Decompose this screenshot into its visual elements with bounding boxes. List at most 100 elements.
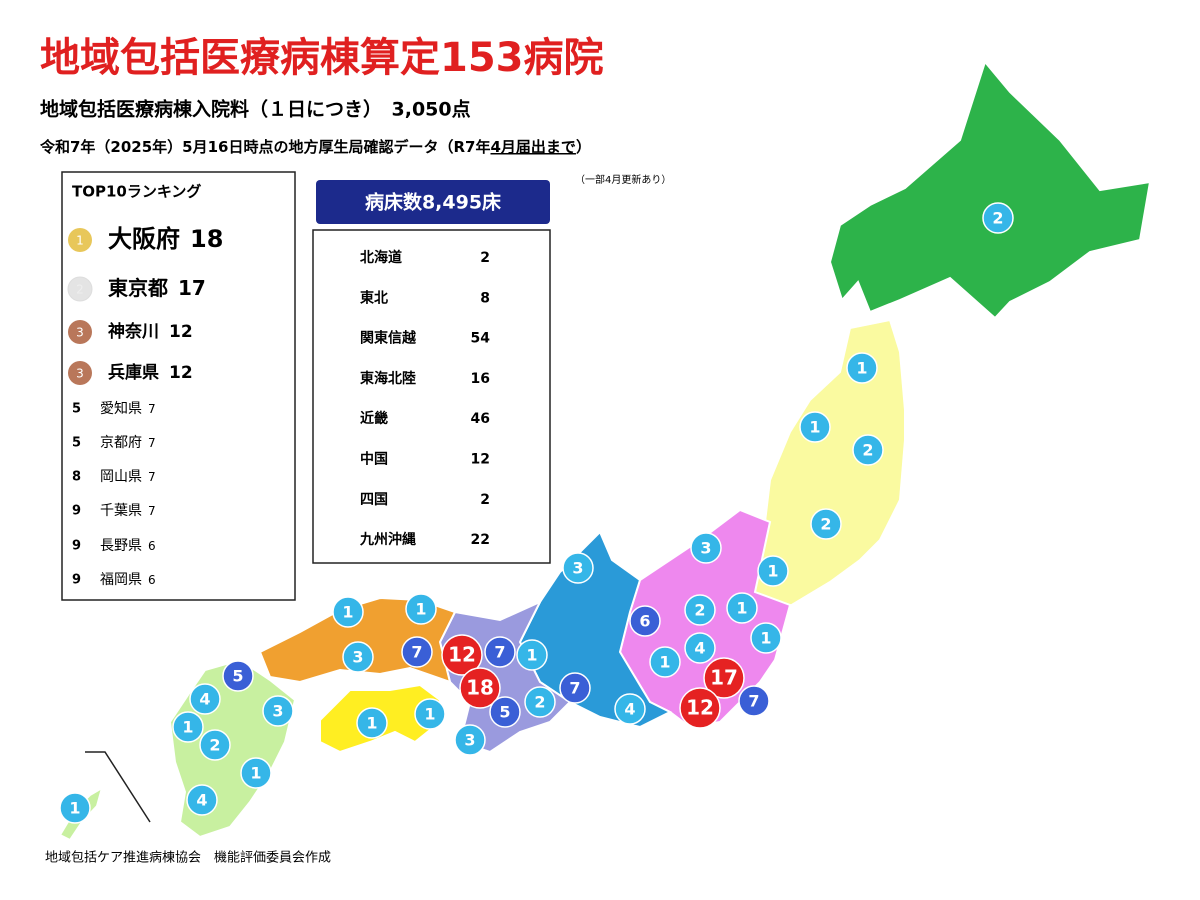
ranking-list: 1 大阪府 18 2 東京都 17 3 神奈川 12 3 兵庫県 12 5 愛知県 7 5 京都府 7 8 岡山県 7 9… — [67, 225, 223, 588]
marker — [750, 622, 782, 654]
marker — [405, 593, 437, 625]
marker-label: 4 — [196, 791, 207, 810]
marker-label: 7 — [411, 643, 422, 662]
prefecture: 京都府 — [100, 435, 142, 451]
ranking-entry: 長野県 6 — [100, 538, 156, 554]
prefecture: 長野県 — [100, 538, 142, 554]
count: 6 — [148, 539, 156, 553]
marker — [172, 711, 204, 743]
region-name: 中国 — [360, 451, 388, 468]
marker — [726, 592, 758, 624]
rank: 5 — [72, 436, 81, 451]
region-hokkaido — [828, 59, 1152, 320]
marker-label: 6 — [639, 612, 650, 631]
medal-rank: 2 — [76, 283, 84, 297]
okinawa-divider — [85, 751, 151, 823]
marker-label: 7 — [748, 692, 759, 711]
rank: 8 — [72, 470, 81, 485]
marker-label: 18 — [466, 676, 494, 700]
ranking-entry: 岡山県 7 — [100, 469, 156, 485]
marker-label: 3 — [352, 648, 363, 667]
beds-badge — [316, 180, 550, 224]
prefecture: 大阪府 — [108, 225, 180, 253]
rank: 9 — [72, 539, 81, 554]
marker-label: 1 — [182, 718, 193, 737]
region-name: 東北 — [360, 289, 388, 306]
count: 12 — [169, 363, 193, 383]
count: 7 — [148, 402, 156, 416]
marker — [489, 696, 521, 728]
marker — [186, 784, 218, 816]
prefecture: 千葉県 — [100, 503, 142, 519]
beds-total: 病床数8,495床 — [365, 191, 501, 214]
marker-label: 3 — [572, 559, 583, 578]
prefecture: 神奈川 — [108, 321, 159, 342]
marker-label: 3 — [700, 539, 711, 558]
marker — [441, 634, 483, 676]
rank: 9 — [72, 573, 81, 588]
count: 17 — [178, 276, 206, 300]
marker-label: 1 — [342, 603, 353, 622]
marker-label: 17 — [710, 666, 738, 690]
marker — [459, 667, 501, 709]
marker — [414, 698, 446, 730]
marker — [562, 552, 594, 584]
marker — [690, 532, 722, 564]
marker — [757, 555, 789, 587]
marker-label: 4 — [199, 690, 210, 709]
marker — [679, 687, 721, 729]
ranking-entry: 千葉県 7 — [100, 503, 156, 519]
marker-label: 5 — [232, 667, 243, 686]
prefecture: 岡山県 — [100, 469, 142, 485]
marker — [799, 411, 831, 443]
marker — [189, 683, 221, 715]
marker — [614, 693, 646, 725]
marker-label: 1 — [809, 418, 820, 437]
ranking-entry: 東京都 17 — [108, 276, 206, 300]
marker — [240, 757, 272, 789]
note: 令和7年（2025年）5月16日時点の地方厚生局確認データ（R7年4月届出まで） — [40, 138, 591, 156]
marker-label: 1 — [415, 600, 426, 619]
region-count: 8 — [480, 290, 490, 306]
marker-label: 12 — [686, 696, 714, 720]
prefecture: 愛知県 — [100, 400, 142, 417]
marker-label: 7 — [569, 679, 580, 698]
prefecture: 東京都 — [108, 276, 168, 300]
marker-label: 1 — [424, 705, 435, 724]
marker-label: 2 — [209, 736, 220, 755]
medal-rank: 3 — [76, 326, 84, 340]
region-count: 22 — [471, 532, 490, 548]
marker — [649, 646, 681, 678]
count: 6 — [148, 573, 156, 587]
region-name: 北海道 — [360, 249, 402, 266]
marker — [846, 352, 878, 384]
marker-label: 2 — [534, 693, 545, 712]
region-count: 46 — [471, 411, 490, 427]
marker — [484, 636, 516, 668]
region-name: 関東信越 — [360, 330, 417, 347]
count: 7 — [148, 504, 156, 518]
marker — [852, 434, 884, 466]
ranking-entry: 愛知県 7 — [100, 400, 156, 417]
count: 12 — [169, 322, 193, 342]
marker-label: 3 — [464, 731, 475, 750]
ranking-title: TOP10ランキング — [72, 183, 201, 201]
marker-label: 1 — [659, 653, 670, 672]
marker-label: 7 — [494, 643, 505, 662]
ranking-entry: 神奈川 12 — [108, 321, 193, 342]
marker-label: 2 — [992, 209, 1003, 228]
note-part: 令和7年（2025年）5月16日時点の地方厚生局確認データ（R7年 — [40, 138, 491, 156]
region-tohoku — [728, 318, 906, 614]
title: 地域包括医療病棟算定153病院 — [40, 35, 604, 81]
region-count: 2 — [480, 250, 490, 266]
marker — [342, 641, 374, 673]
marker — [401, 636, 433, 668]
subtitle: 地域包括医療病棟入院料（１日につき） 3,050点 — [40, 98, 471, 121]
medal — [68, 320, 92, 344]
region-table — [312, 229, 551, 564]
ranking-entry: 福岡県 6 — [100, 572, 156, 588]
marker — [684, 594, 716, 626]
marker — [356, 707, 388, 739]
